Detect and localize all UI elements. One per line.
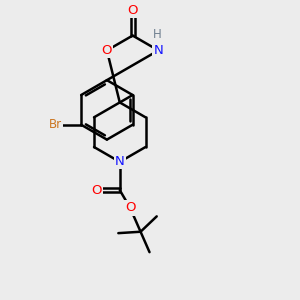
Text: O: O <box>102 44 112 57</box>
Text: N: N <box>115 155 124 168</box>
Text: O: O <box>128 4 138 17</box>
Text: Br: Br <box>49 118 62 131</box>
Text: N: N <box>154 44 163 57</box>
Text: O: O <box>91 184 102 196</box>
Text: H: H <box>152 28 161 41</box>
Text: O: O <box>125 202 135 214</box>
